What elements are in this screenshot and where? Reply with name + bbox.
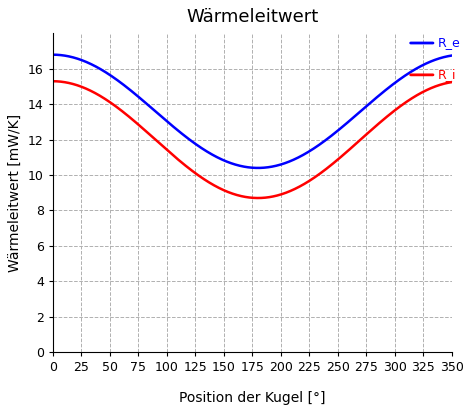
Y-axis label: Wärmeleitwert [mW/K]: Wärmeleitwert [mW/K] [8,114,22,272]
X-axis label: Position der Kugel [°]: Position der Kugel [°] [179,391,326,405]
Title: Wärmeleitwert: Wärmeleitwert [186,8,319,26]
Text: R_e: R_e [438,36,461,50]
Text: R_i: R_i [438,69,456,81]
